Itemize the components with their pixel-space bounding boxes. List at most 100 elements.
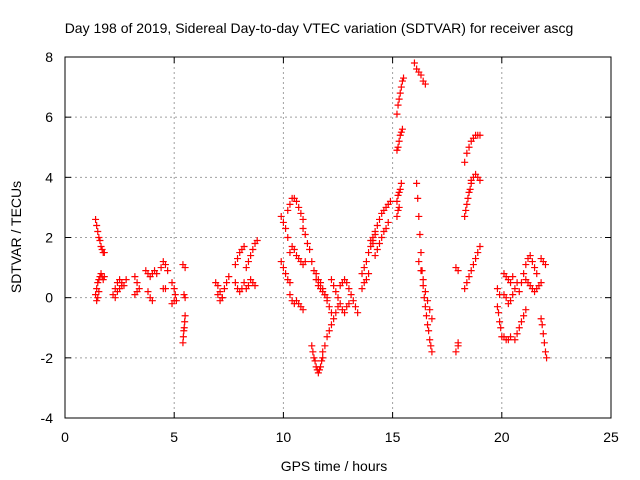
data-point: [533, 270, 541, 278]
data-point: [290, 246, 298, 254]
data-point: [92, 215, 100, 223]
data-point: [416, 230, 424, 238]
data-point: [454, 342, 462, 350]
data-point: [382, 224, 390, 232]
data-point: [231, 279, 239, 287]
data-point: [495, 309, 503, 317]
data-point: [365, 249, 373, 257]
data-point: [161, 285, 169, 293]
series-arc11: [159, 285, 169, 293]
series-arc61: [537, 315, 551, 362]
data-point: [394, 143, 402, 151]
series-arc13: [168, 297, 178, 308]
series-arc19: [231, 243, 248, 269]
data-point: [247, 252, 255, 260]
series-arc22: [242, 276, 259, 293]
data-point: [365, 270, 373, 278]
data-point: [476, 176, 484, 184]
data-point: [95, 234, 103, 241]
data-point: [180, 324, 188, 332]
data-point: [218, 294, 226, 302]
y-axis-ticks: -4 -2 0 2 4 6 8: [41, 49, 611, 426]
data-point: [540, 339, 548, 347]
data-point: [284, 234, 292, 241]
data-point: [97, 243, 105, 251]
data-point: [97, 270, 105, 278]
data-point: [472, 255, 480, 263]
series-arc30: [319, 303, 342, 356]
data-point: [426, 336, 434, 344]
data-point: [181, 264, 189, 272]
y-tick-label: 4: [45, 169, 53, 185]
data-point: [414, 194, 422, 202]
data-point: [454, 267, 462, 275]
data-point: [299, 215, 307, 223]
data-point: [386, 197, 394, 205]
series-arc33: [336, 276, 362, 317]
data-point: [393, 110, 401, 118]
data-point: [251, 282, 259, 290]
data-point: [474, 249, 482, 257]
grid: [65, 57, 611, 418]
data-point: [179, 339, 187, 347]
data-point: [303, 240, 311, 248]
data-point: [517, 279, 525, 287]
series-arc51: [461, 243, 484, 293]
series-arc09: [144, 288, 156, 305]
data-point: [311, 357, 319, 365]
data-point: [161, 261, 169, 269]
data-point: [223, 279, 231, 287]
data-point: [397, 128, 405, 136]
x-tick-label: 0: [61, 429, 69, 445]
series-arc06: [131, 273, 143, 293]
data-point: [463, 200, 471, 208]
data-point: [244, 258, 252, 266]
x-tick-label: 15: [385, 429, 401, 445]
data-point: [330, 315, 338, 323]
series-arc15: [179, 312, 189, 347]
data-point: [466, 185, 474, 193]
data-point: [309, 348, 317, 356]
data-point: [295, 203, 303, 211]
series-arc38: [367, 230, 379, 248]
series-arc60: [537, 255, 549, 269]
data-point: [373, 246, 381, 254]
data-point: [293, 197, 301, 205]
series-arc29: [308, 342, 327, 377]
data-point: [318, 357, 326, 365]
data-point: [395, 137, 403, 145]
data-point: [497, 324, 505, 332]
data-point: [347, 291, 355, 299]
series-arc07: [131, 288, 141, 299]
y-tick-label: -2: [41, 350, 54, 366]
data-point: [253, 237, 261, 245]
data-point: [351, 303, 359, 311]
x-tick-label: 5: [170, 429, 178, 445]
series-arc31: [312, 270, 335, 317]
data-point: [476, 131, 484, 139]
data-point: [312, 270, 320, 278]
data-point: [341, 309, 349, 317]
data-point: [461, 212, 469, 220]
data-point: [327, 321, 335, 329]
data-point: [286, 291, 294, 299]
x-axis-ticks: 0 5 10 15 20 25: [61, 57, 619, 445]
data-point: [321, 342, 329, 350]
series-arc28: [299, 224, 331, 302]
data-point: [398, 125, 406, 133]
data-point: [394, 191, 402, 199]
data-point: [526, 252, 534, 260]
x-tick-label: 25: [603, 429, 619, 445]
series-arc50: [467, 170, 484, 184]
data-point: [371, 230, 379, 238]
data-point: [95, 288, 103, 296]
data-point: [94, 227, 102, 235]
series-arc41: [393, 179, 405, 205]
data-point: [317, 363, 325, 371]
y-tick-label: 0: [45, 290, 53, 306]
data-point: [465, 273, 473, 281]
series-arc32: [327, 276, 353, 317]
data-point: [244, 282, 252, 290]
series-arc37: [371, 218, 392, 260]
series-arc39: [393, 74, 408, 118]
